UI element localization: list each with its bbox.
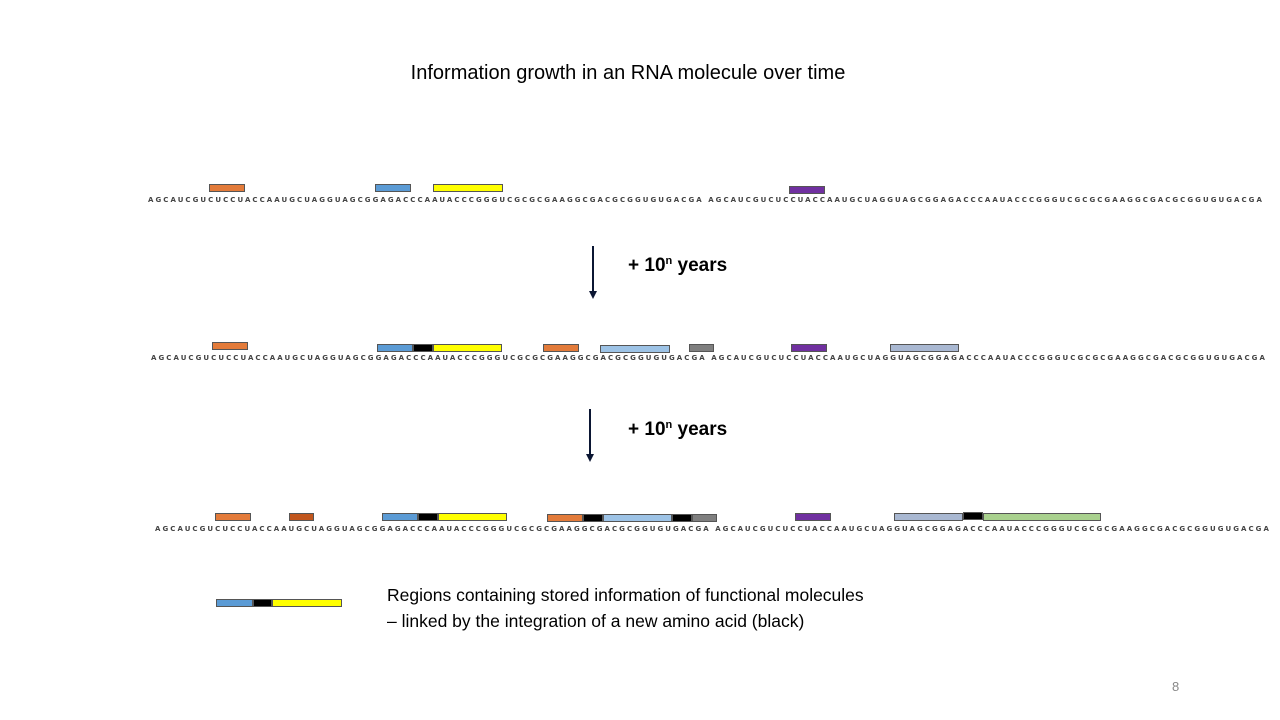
- region-blue: [377, 344, 413, 352]
- region-orange: [209, 184, 245, 192]
- region-yellow: [433, 184, 503, 192]
- region-gray-blue: [894, 513, 963, 521]
- rna-sequence: AGCAUCGUCUCCUACCAAUGCUAGGUAGCGGAGACCCAAU…: [151, 354, 1267, 362]
- legend-yellow: [272, 599, 342, 607]
- slide-title: Information growth in an RNA molecule ov…: [410, 62, 846, 84]
- region-gray: [692, 514, 717, 522]
- region-orange: [212, 342, 248, 350]
- region-gray: [689, 344, 714, 352]
- time-arrow-2-head: [586, 454, 594, 462]
- region-purple: [789, 186, 825, 194]
- region-light-blue: [600, 345, 670, 353]
- time-arrow-1: [592, 246, 594, 292]
- region-purple: [795, 513, 831, 521]
- region-light-blue: [603, 514, 672, 522]
- time-step-label-2: + 10n years: [628, 419, 728, 440]
- region-blue: [375, 184, 411, 192]
- region-link-black: [672, 514, 692, 522]
- legend-line-1: Regions containing stored information of…: [387, 585, 864, 605]
- rna-sequence: AGCAUCGUCUCCUACCAAUGCUAGGUAGCGGAGACCCAAU…: [148, 196, 1264, 204]
- legend-text: Regions containing stored information of…: [387, 582, 864, 634]
- region-yellow: [433, 344, 502, 352]
- legend-link-black: [253, 599, 272, 607]
- region-link-black: [418, 513, 438, 521]
- time-arrow-2: [589, 409, 591, 455]
- region-link-black: [583, 514, 603, 522]
- legend-blue: [216, 599, 253, 607]
- time-arrow-1-head: [589, 291, 597, 299]
- region-green: [983, 513, 1101, 521]
- rna-sequence: AGCAUCGUCUCCUACCAAUGCUAGGUAGCGGAGACCCAAU…: [155, 525, 1271, 533]
- region-gray-blue: [890, 344, 959, 352]
- region-orange: [215, 513, 251, 521]
- region-link-black: [413, 344, 433, 352]
- legend-line-2: – linked by the integration of a new ami…: [387, 611, 805, 631]
- region-orange: [547, 514, 583, 522]
- region-link-black: [963, 512, 983, 520]
- page-number: 8: [1172, 679, 1180, 694]
- time-step-label-1: + 10n years: [628, 255, 728, 276]
- region-dark-orange: [289, 513, 314, 521]
- region-yellow: [438, 513, 507, 521]
- region-orange: [543, 344, 579, 352]
- region-purple: [791, 344, 827, 352]
- region-blue: [382, 513, 418, 521]
